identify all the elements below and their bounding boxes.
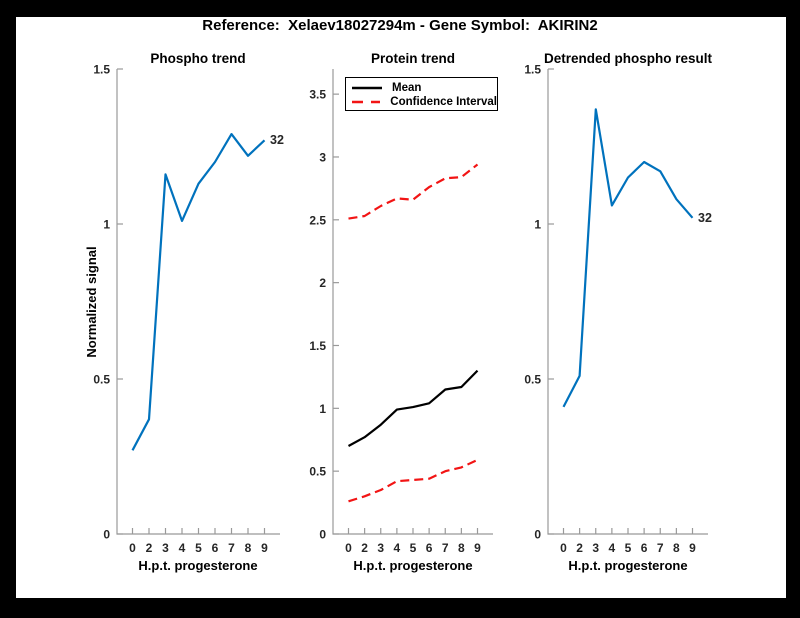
x-tick-label: 3: [592, 541, 599, 555]
legend-label-confidence-interval: Confidence Interval: [390, 96, 497, 108]
y-tick-label: 1.5: [93, 63, 110, 77]
subplot-title-phospho: Phospho trend: [150, 51, 246, 66]
y-tick-label: 3: [319, 150, 326, 164]
legend-item-mean: Mean: [352, 81, 497, 95]
series-line-phospho-signal: [131, 133, 266, 451]
x-tick-label: 2: [576, 541, 583, 555]
x-tick-label: 8: [245, 541, 252, 555]
x-tick-label: 8: [673, 541, 680, 555]
x-tick-label: 5: [625, 541, 632, 555]
x-tick-label: 9: [261, 541, 268, 555]
x-tick-label: 0: [345, 541, 352, 555]
axis-spines-2: [547, 69, 708, 535]
figure-title: Reference: Xelaev18027294m - Gene Symbol…: [202, 17, 598, 34]
x-tick-label: 2: [361, 541, 368, 555]
x-tick-label: 5: [195, 541, 202, 555]
x-tick-label: 7: [657, 541, 664, 555]
legend-label-mean: Mean: [392, 82, 422, 94]
x-tick-label: 6: [212, 541, 219, 555]
y-tick-label: 1: [103, 218, 110, 232]
x-tick-label: 6: [641, 541, 648, 555]
series-line-confidence-interval-lower: [348, 458, 478, 503]
y-tick-label: 2.5: [309, 213, 326, 227]
x-tick-label: 0: [129, 541, 136, 555]
series-line-mean: [347, 369, 479, 447]
x-tick-label: 9: [474, 541, 481, 555]
x-axis-label-detrended: H.p.t. progesterone: [568, 558, 688, 573]
subplot-title-detrended: Detrended phospho result: [543, 51, 712, 66]
phospho-endpoint-annotation: 32: [270, 133, 284, 147]
subplot-title-protein: Protein trend: [370, 51, 455, 66]
x-tick-label: 4: [394, 541, 401, 555]
y-tick-label: 0: [103, 528, 110, 542]
detrended-endpoint-annotation: 32: [698, 211, 712, 225]
x-tick-label: 7: [442, 541, 449, 555]
legend-box: Mean Confidence Interval: [345, 77, 498, 111]
x-tick-label: 8: [458, 541, 465, 555]
y-tick-label: 0.5: [524, 373, 541, 387]
figure-canvas: [16, 17, 786, 598]
x-tick-label: 3: [162, 541, 169, 555]
x-tick-label: 5: [410, 541, 417, 555]
series-line-confidence-interval-upper: [348, 163, 479, 220]
x-tick-label: 9: [689, 541, 696, 555]
legend-sample-confidence-line: [352, 100, 381, 104]
x-axis-label-phospho: H.p.t. progesterone: [138, 558, 258, 573]
series-line-detrended-phospho-signal: [562, 108, 694, 408]
x-tick-label: 4: [179, 541, 186, 555]
x-tick-label: 4: [609, 541, 616, 555]
y-tick-label: 0: [534, 528, 541, 542]
y-tick-label: 0.5: [309, 465, 326, 479]
x-tick-label: 7: [228, 541, 235, 555]
x-tick-label: 0: [560, 541, 567, 555]
y-tick-label: 0.5: [93, 373, 110, 387]
y-tick-label: 1: [319, 402, 326, 416]
y-tick-label: 3.5: [309, 88, 326, 102]
y-tick-label: 1: [534, 218, 541, 232]
x-tick-label: 6: [426, 541, 433, 555]
axis-spines-0: [116, 69, 280, 535]
y-tick-label: 1.5: [524, 63, 541, 77]
x-tick-label: 3: [377, 541, 384, 555]
legend-sample-mean-line: [352, 86, 382, 90]
legend-item-confidence-interval: Confidence Interval: [352, 95, 497, 109]
y-tick-label: 0: [319, 528, 326, 542]
y-tick-label: 2: [319, 276, 326, 290]
x-axis-label-protein: H.p.t. progesterone: [353, 558, 473, 573]
y-tick-label: 1.5: [309, 339, 326, 353]
y-axis-label: Normalized signal: [84, 246, 99, 358]
x-tick-label: 2: [146, 541, 153, 555]
